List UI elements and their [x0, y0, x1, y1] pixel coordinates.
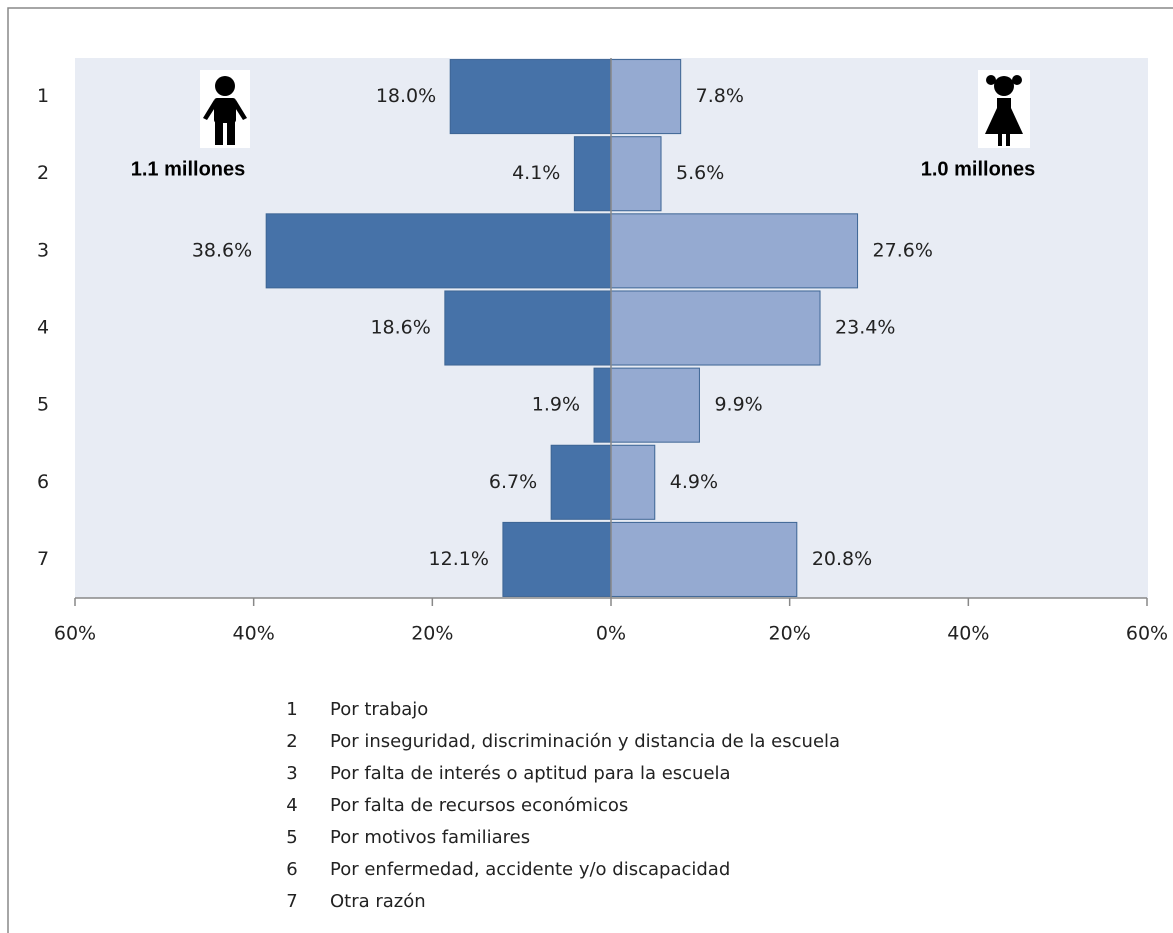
value-label: 18.0% [376, 85, 436, 107]
annotation: 1.0 millones [921, 158, 1036, 180]
value-label: 38.6% [192, 239, 252, 261]
girl-icon [978, 70, 1030, 148]
value-label: 23.4% [835, 317, 895, 339]
legend-number: 5 [286, 827, 297, 848]
bar [593, 367, 612, 443]
value-label: 6.7% [489, 471, 537, 493]
value-label: 7.8% [696, 85, 744, 107]
x-tick-label: 0% [596, 623, 626, 645]
x-tick-label: 60% [54, 623, 96, 645]
boy-icon [200, 70, 250, 148]
bar [550, 444, 612, 520]
value-label: 20.8% [812, 548, 872, 570]
legend-text: Por trabajo [330, 699, 428, 720]
legend-number: 7 [286, 891, 297, 912]
legend-number: 4 [286, 795, 297, 816]
x-tick-label: 40% [947, 623, 989, 645]
legend-number: 3 [286, 763, 297, 784]
value-label: 12.1% [429, 548, 489, 570]
bar [444, 290, 612, 366]
value-label: 18.6% [370, 317, 430, 339]
y-tick-label: 2 [37, 162, 49, 184]
value-label: 27.6% [873, 239, 933, 261]
y-tick-label: 3 [37, 239, 49, 261]
value-label: 4.9% [670, 471, 718, 493]
legend-text: Por motivos familiares [330, 827, 530, 848]
bar [573, 136, 612, 212]
bar [265, 213, 612, 289]
legend-text: Por falta de recursos económicos [330, 795, 628, 816]
bar [610, 290, 821, 366]
legend-number: 2 [286, 731, 297, 752]
y-tick-label: 4 [37, 317, 49, 339]
bar [610, 136, 662, 212]
y-tick-label: 7 [37, 548, 49, 570]
legend-text: Por falta de interés o aptitud para la e… [330, 763, 731, 784]
legend-text: Por enfermedad, accidente y/o discapacid… [330, 859, 730, 880]
x-tick-label: 60% [1126, 623, 1168, 645]
value-label: 1.9% [532, 394, 580, 416]
value-label: 4.1% [512, 162, 560, 184]
legend-number: 1 [286, 699, 297, 720]
bar [502, 521, 612, 597]
value-label: 9.9% [714, 394, 762, 416]
bar [610, 367, 700, 443]
annotation: 1.1 millones [131, 158, 246, 180]
bar [449, 59, 612, 135]
x-tick-label: 20% [411, 623, 453, 645]
x-tick-label: 20% [769, 623, 811, 645]
y-tick-label: 5 [37, 394, 49, 416]
legend-number: 6 [286, 859, 297, 880]
y-tick-label: 6 [37, 471, 49, 493]
legend-text: Por inseguridad, discriminación y distan… [330, 731, 840, 752]
bar [610, 59, 682, 135]
y-tick-label: 1 [37, 85, 49, 107]
bar [610, 521, 798, 597]
value-label: 5.6% [676, 162, 724, 184]
x-tick-label: 40% [233, 623, 275, 645]
legend-text: Otra razón [330, 891, 426, 912]
bar [610, 213, 859, 289]
bar [610, 444, 656, 520]
